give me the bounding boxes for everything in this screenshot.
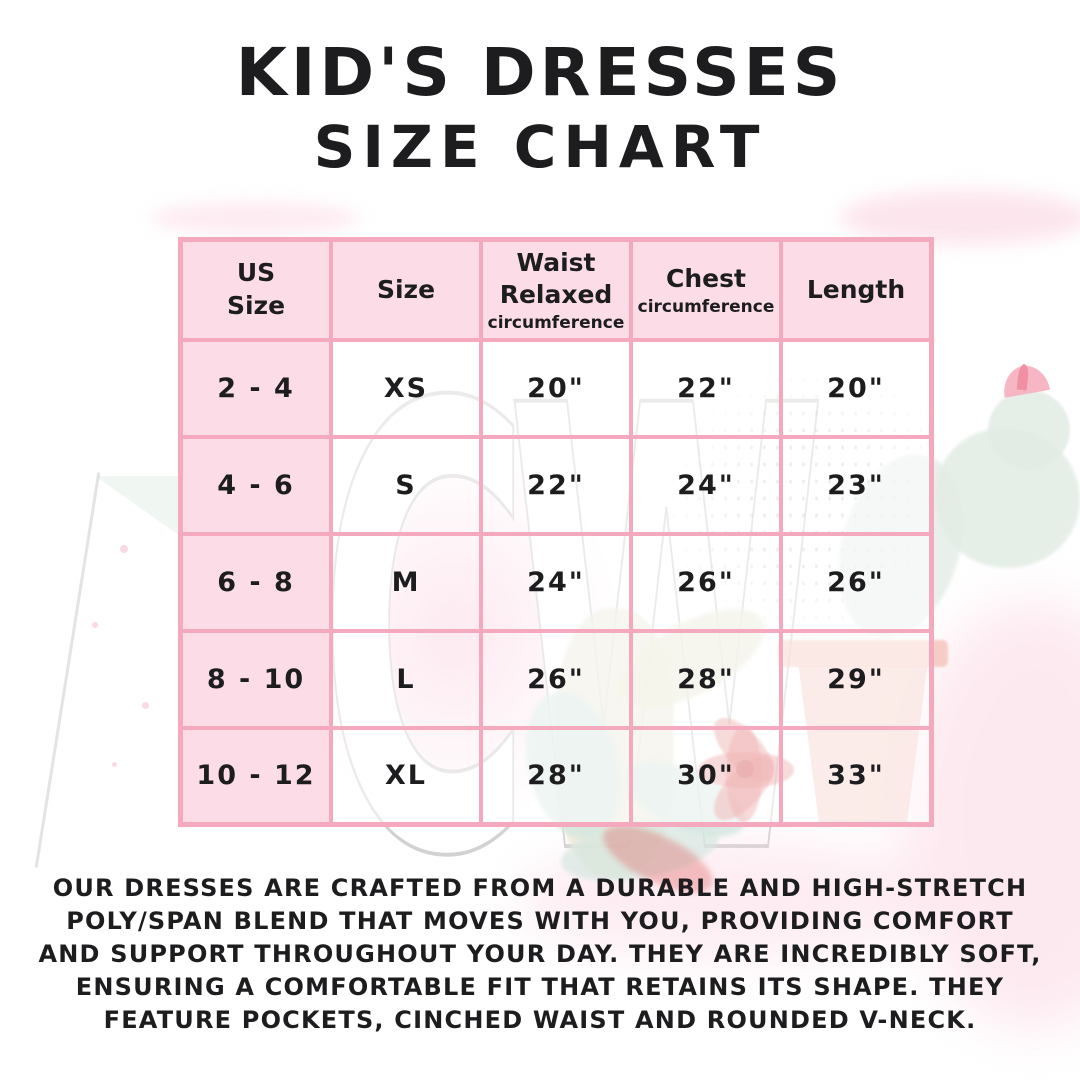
cell-length: 23" <box>779 434 934 536</box>
col-header-us-size: US Size <box>178 237 333 342</box>
cell-length: 33" <box>779 725 934 827</box>
cell-length: 20" <box>779 337 934 439</box>
page-subtitle: SIZE CHART <box>313 113 767 182</box>
cell-chest: 28" <box>629 628 783 730</box>
table-row: 2 - 4 XS 20" 22" 20" <box>178 337 934 439</box>
cell-size: XL <box>329 725 483 827</box>
col-header-sublabel: circumference <box>637 296 775 317</box>
col-header-label: US Size <box>226 258 286 320</box>
table-row: 6 - 8 M 24" 26" 26" <box>178 531 934 633</box>
col-header-size: Size <box>329 237 483 342</box>
cell-waist: 20" <box>479 337 633 439</box>
cell-chest: 30" <box>629 725 783 827</box>
table-header-row: US Size Size Waist Relaxed circumference … <box>178 237 934 342</box>
title-block: KID'S DRESSES SIZE CHART <box>0 38 1080 178</box>
cell-length: 29" <box>779 628 934 730</box>
col-header-label: Waist Relaxed <box>499 247 613 310</box>
cell-us-size: 4 - 6 <box>178 434 333 536</box>
table-row: 4 - 6 S 22" 24" 23" <box>178 434 934 536</box>
pink-wash <box>840 190 1080 245</box>
description-line: AND SUPPORT THROUGHOUT YOUR DAY. THEY AR… <box>38 940 1042 968</box>
col-header-label: Chest <box>666 264 746 293</box>
col-header-waist: Waist Relaxed circumference <box>479 237 633 342</box>
cell-waist: 22" <box>479 434 633 536</box>
mint-leaf-corner <box>95 476 183 538</box>
col-header-length: Length <box>779 237 934 342</box>
paint-speck <box>112 762 117 767</box>
pink-wash <box>150 202 360 234</box>
cell-size: L <box>329 628 483 730</box>
cell-chest: 22" <box>629 337 783 439</box>
cell-waist: 26" <box>479 628 633 730</box>
cell-waist: 28" <box>479 725 633 827</box>
stem-line <box>34 472 101 868</box>
col-header-label: Length <box>806 274 906 304</box>
cell-size: M <box>329 531 483 633</box>
cell-us-size: 6 - 8 <box>178 531 333 633</box>
cell-us-size: 8 - 10 <box>178 628 333 730</box>
description-line: OUR DRESSES ARE CRAFTED FROM A DURABLE A… <box>52 874 1028 902</box>
col-header-label: Size <box>376 274 436 304</box>
description-line: FEATURE POCKETS, CINCHED WAIST AND ROUND… <box>103 1006 977 1034</box>
table-row: 8 - 10 L 26" 28" 29" <box>178 628 934 730</box>
cactus-watermark <box>988 390 1070 470</box>
page-title: KID'S DRESSES <box>235 34 845 111</box>
cell-length: 26" <box>779 531 934 633</box>
cell-size: XS <box>329 337 483 439</box>
description-line: POLY/SPAN BLEND THAT MOVES WITH YOU, PRO… <box>66 907 1014 935</box>
cell-us-size: 2 - 4 <box>178 337 333 439</box>
description-line: ENSURING A COMFORTABLE FIT THAT RETAINS … <box>75 973 1005 1001</box>
col-header-sublabel: circumference <box>487 312 625 333</box>
paint-speck <box>120 545 128 553</box>
size-chart-table: US Size Size Waist Relaxed circumference … <box>178 237 934 827</box>
cell-us-size: 10 - 12 <box>178 725 333 827</box>
cell-waist: 24" <box>479 531 633 633</box>
col-header-chest: Chest circumference <box>629 237 783 342</box>
table-row: 10 - 12 XL 28" 30" 33" <box>178 725 934 827</box>
cell-size: S <box>329 434 483 536</box>
cell-chest: 24" <box>629 434 783 536</box>
paint-speck <box>142 702 149 709</box>
paint-speck <box>92 622 98 628</box>
cell-chest: 26" <box>629 531 783 633</box>
product-description: OUR DRESSES ARE CRAFTED FROM A DURABLE A… <box>36 872 1044 1037</box>
